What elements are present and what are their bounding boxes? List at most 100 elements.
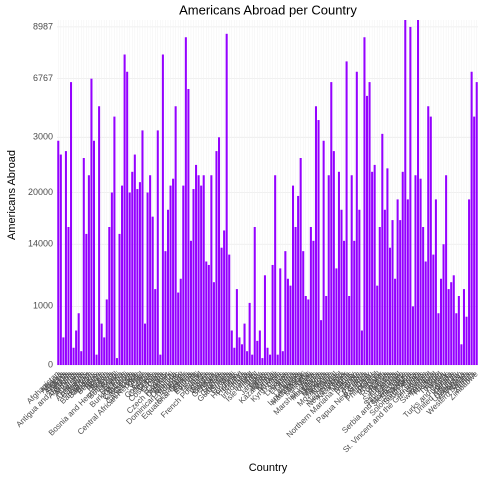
- bar: [105, 299, 108, 365]
- bar: [87, 175, 90, 365]
- bar: [172, 178, 175, 365]
- bar: [75, 330, 78, 365]
- bar: [103, 337, 106, 365]
- bar: [417, 20, 420, 365]
- bar: [92, 140, 96, 365]
- bar: [391, 220, 394, 365]
- bar: [462, 289, 465, 365]
- bar: [258, 330, 261, 365]
- bar: [146, 192, 149, 365]
- bar: [243, 323, 246, 365]
- bar: [274, 175, 277, 365]
- bar: [353, 240, 356, 365]
- bar: [141, 130, 144, 365]
- bar: [468, 199, 471, 365]
- bar: [128, 192, 131, 365]
- bar: [365, 95, 369, 366]
- bar: [442, 244, 445, 365]
- bar: [223, 230, 226, 365]
- chart-title: Americans Abroad per Country: [179, 2, 357, 17]
- bar: [281, 351, 284, 365]
- bar: [182, 185, 185, 365]
- y-tick-label: 0: [48, 359, 53, 369]
- bar: [422, 227, 425, 365]
- bar: [345, 61, 348, 366]
- bar: [95, 354, 98, 365]
- bar: [161, 54, 164, 365]
- bar: [228, 254, 231, 365]
- bar: [177, 292, 180, 365]
- bar: [118, 233, 121, 365]
- bar: [427, 106, 430, 365]
- bar: [348, 296, 351, 365]
- bar: [276, 354, 279, 365]
- bar: [307, 299, 310, 365]
- bar: [184, 37, 187, 365]
- bar: [302, 251, 305, 365]
- bar: [149, 175, 152, 365]
- bar: [411, 306, 414, 365]
- bar: [394, 278, 397, 365]
- bar: [455, 313, 458, 365]
- bar: [187, 89, 190, 365]
- bar: [299, 158, 302, 365]
- bar: [233, 347, 236, 365]
- bar: [401, 171, 404, 365]
- y-tick-label: 6767: [33, 73, 53, 83]
- bar: [100, 323, 103, 365]
- bar: [457, 296, 460, 365]
- bar: [309, 227, 312, 365]
- bar: [314, 106, 317, 365]
- bar: [373, 164, 376, 365]
- bar: [136, 189, 139, 365]
- bar: [432, 254, 435, 365]
- bar: [320, 320, 323, 365]
- bar: [133, 154, 136, 365]
- bar: [90, 78, 93, 366]
- bar: [253, 227, 256, 365]
- bar: [220, 247, 223, 365]
- bar: [383, 209, 386, 365]
- bar: [126, 71, 129, 365]
- bar: [473, 116, 476, 365]
- bar: [200, 185, 203, 365]
- bar: [189, 240, 192, 365]
- bar: [164, 251, 167, 365]
- bar: [371, 171, 374, 365]
- bar: [138, 182, 141, 365]
- bar: [447, 289, 450, 365]
- bar: [251, 354, 254, 365]
- bar: [263, 275, 266, 365]
- bar: [77, 313, 80, 365]
- bar: [388, 247, 391, 365]
- bar: [238, 337, 241, 365]
- bar: [337, 171, 340, 365]
- bar: [475, 82, 478, 365]
- bar: [381, 133, 384, 365]
- y-tick-label: 1000: [33, 301, 53, 311]
- bar: [322, 140, 325, 365]
- bar: [452, 275, 455, 365]
- bar: [159, 354, 162, 365]
- bar: [210, 175, 213, 365]
- bar: [376, 285, 379, 365]
- bar: [80, 351, 83, 365]
- bar: [59, 154, 62, 365]
- bar: [169, 185, 172, 365]
- bar: [409, 26, 412, 366]
- bar: [286, 278, 289, 365]
- bar: [202, 175, 205, 365]
- bar: [108, 227, 111, 365]
- bar: [67, 227, 70, 365]
- bar: [404, 20, 407, 365]
- bar: [325, 296, 328, 365]
- bar: [312, 240, 315, 365]
- bar: [192, 189, 195, 365]
- bar: [207, 264, 210, 365]
- bar: [156, 130, 159, 365]
- bar: [154, 289, 157, 365]
- bar: [424, 261, 427, 365]
- bar: [266, 347, 269, 365]
- bar: [131, 171, 134, 365]
